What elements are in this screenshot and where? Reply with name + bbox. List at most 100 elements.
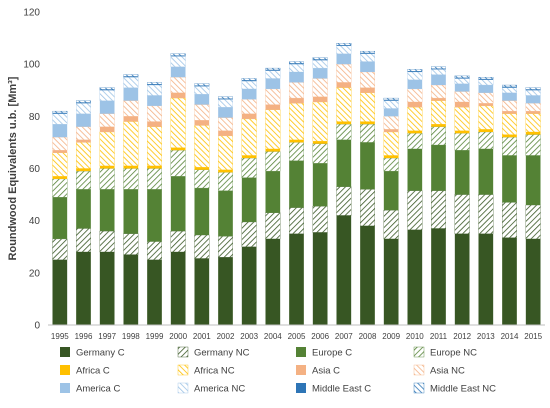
bar-segment-europe-nc: [241, 157, 257, 178]
bar-segment-europe-nc: [170, 150, 186, 177]
bar-segment-middle-east-c: [431, 68, 446, 70]
bar-stack-1996: [76, 100, 91, 325]
bar-segment-america-c: [431, 74, 446, 86]
bar-segment-asia-c: [265, 104, 281, 110]
bar-segment-germany-c: [525, 238, 541, 325]
bar-stack-2002: [218, 96, 233, 325]
bar-segment-germany-c: [478, 233, 494, 325]
bar-segment-asia-c: [478, 103, 494, 106]
bar-segment-europe-nc: [525, 134, 541, 156]
bar-segment-africa-nc: [76, 142, 91, 169]
x-tick-label: 2000: [169, 332, 187, 341]
bar-segment-middle-east-nc: [99, 87, 115, 90]
bar-segment-america-c: [265, 78, 281, 89]
bar-stack-2011: [431, 66, 446, 325]
bar-segment-africa-c: [52, 176, 68, 179]
bar-segment-america-nc: [218, 99, 233, 108]
bar-segment-africa-nc: [336, 87, 352, 122]
bar-segment-africa-c: [383, 155, 399, 159]
x-tick-label: 2011: [430, 332, 448, 341]
bar-segment-asia-nc: [194, 104, 210, 121]
x-tick-label: 1997: [98, 332, 116, 341]
bar-segment-europe-c: [265, 171, 281, 213]
bar-segment-europe-c: [76, 189, 91, 229]
x-tick-label: 2001: [193, 332, 211, 341]
legend-label: Asia C: [312, 366, 340, 377]
bar-segment-middle-east-c: [241, 80, 257, 82]
bar-segment-africa-nc: [241, 118, 257, 156]
bar-segment-america-c: [407, 79, 423, 89]
bar-segment-asia-nc: [336, 64, 352, 83]
x-tick-label: 1999: [146, 332, 164, 341]
bar-segment-africa-nc: [218, 135, 233, 170]
bar-segment-germany-nc: [52, 238, 68, 260]
legend-label: Middle East C: [312, 384, 371, 395]
bar-segment-middle-east-nc: [360, 50, 375, 54]
legend-swatch: [413, 346, 425, 358]
y-axis-label: Roundwood Equivalents u.b. [Mm³]: [7, 76, 19, 260]
bar-segment-middle-east-nc: [454, 75, 470, 78]
bar-segment-europe-c: [431, 145, 446, 191]
bar-segment-africa-nc: [502, 113, 517, 135]
bar-segment-america-c: [525, 95, 541, 104]
bar-segment-europe-c: [502, 155, 517, 203]
bar-segment-asia-c: [170, 92, 186, 99]
legend-swatch: [296, 347, 306, 357]
bar-segment-asia-c: [360, 87, 375, 93]
legend-item-germany-nc: Germany NC: [177, 346, 250, 359]
bar-stack-2010: [407, 69, 423, 325]
bar-segment-middle-east-c: [265, 69, 281, 71]
bar-segment-asia-c: [123, 116, 139, 122]
bar-segment-germany-c: [312, 232, 328, 325]
legend-item-germany-c: Germany C: [60, 347, 125, 359]
bar-segment-germany-nc: [265, 212, 281, 240]
bar-segment-middle-east-nc: [407, 69, 423, 72]
bar-segment-middle-east-nc: [52, 110, 68, 114]
bar-segment-germany-c: [99, 251, 115, 325]
bar-segment-africa-c: [147, 165, 162, 169]
bar-segment-asia-c: [454, 101, 470, 108]
bar-segment-middle-east-nc: [336, 43, 352, 46]
bar-segment-america-c: [170, 66, 186, 78]
bar-segment-asia-nc: [383, 116, 399, 130]
bar-segment-africa-c: [265, 148, 281, 152]
legend-label: Germany C: [76, 348, 125, 359]
bar-segment-europe-nc: [218, 172, 233, 191]
x-tick-label: 2010: [406, 332, 424, 341]
legend-label: America C: [76, 384, 120, 395]
bar-segment-africa-nc: [170, 97, 186, 148]
bar-segment-america-c: [502, 92, 517, 101]
legend-swatch: [60, 383, 70, 393]
bar-segment-asia-nc: [52, 137, 68, 151]
bar-stack-2015: [525, 87, 541, 325]
bar-segment-africa-nc: [52, 152, 68, 177]
bar-segment-america-nc: [360, 53, 375, 62]
bar-segment-middle-east-c: [147, 84, 162, 86]
bar-stack-1997: [99, 87, 115, 325]
bar-segment-europe-nc: [360, 124, 375, 143]
bar-stack-2014: [502, 84, 517, 325]
legend-item-asia-nc: Asia NC: [413, 364, 465, 377]
legend-swatch: [413, 364, 425, 376]
bar-segment-africa-nc: [147, 126, 162, 167]
bar-segment-europe-c: [336, 139, 352, 187]
bar-segment-america-c: [289, 71, 304, 83]
bar-segment-middle-east-nc: [525, 87, 541, 90]
x-tick-label: 2015: [524, 332, 542, 341]
bar-segment-africa-nc: [478, 105, 494, 130]
legend-swatch: [296, 365, 306, 375]
bar-segment-europe-c: [170, 176, 186, 232]
bar-segment-germany-nc: [289, 207, 304, 234]
bar-segment-europe-nc: [383, 157, 399, 172]
legend-swatch: [177, 382, 189, 394]
x-tick-label: 2009: [382, 332, 400, 341]
bar-stack-2001: [194, 83, 210, 325]
bar-segment-middle-east-c: [194, 85, 210, 87]
bar-segment-asia-c: [525, 111, 541, 114]
x-tick-label: 2007: [335, 332, 353, 341]
legend-swatch: [177, 364, 189, 376]
bar-segment-europe-nc: [123, 168, 139, 190]
bar-segment-germany-nc: [336, 186, 352, 216]
bar-segment-america-nc: [289, 64, 304, 73]
bar-segment-germany-nc: [170, 230, 186, 253]
